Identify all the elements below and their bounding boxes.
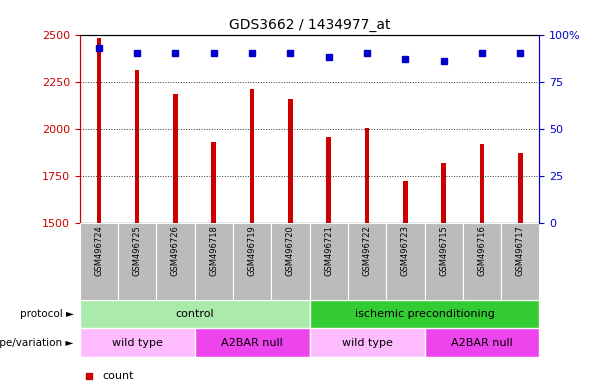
Text: GSM496725: GSM496725 bbox=[132, 225, 142, 276]
Text: GSM496726: GSM496726 bbox=[171, 225, 180, 276]
Text: GSM496723: GSM496723 bbox=[401, 225, 410, 276]
Text: GSM496721: GSM496721 bbox=[324, 225, 333, 276]
Bar bbox=[118, 223, 156, 300]
Bar bbox=[271, 223, 310, 300]
Bar bbox=[195, 328, 310, 357]
Bar bbox=[386, 223, 424, 300]
Bar bbox=[365, 128, 369, 223]
Text: genotype/variation ►: genotype/variation ► bbox=[0, 338, 74, 348]
Bar bbox=[97, 38, 101, 223]
Text: wild type: wild type bbox=[341, 338, 392, 348]
Bar bbox=[348, 223, 386, 300]
Text: GSM496717: GSM496717 bbox=[516, 225, 525, 276]
Bar bbox=[424, 223, 463, 300]
Text: GSM496716: GSM496716 bbox=[478, 225, 487, 276]
Bar bbox=[195, 223, 233, 300]
Title: GDS3662 / 1434977_at: GDS3662 / 1434977_at bbox=[229, 18, 390, 32]
Text: GSM496724: GSM496724 bbox=[94, 225, 104, 276]
Bar bbox=[463, 223, 501, 300]
Bar bbox=[441, 162, 446, 223]
Text: control: control bbox=[175, 309, 214, 319]
Bar bbox=[80, 328, 195, 357]
Text: A2BAR null: A2BAR null bbox=[221, 338, 283, 348]
Text: A2BAR null: A2BAR null bbox=[451, 338, 513, 348]
Bar bbox=[156, 223, 195, 300]
Bar bbox=[327, 137, 331, 223]
Bar bbox=[310, 300, 539, 328]
Bar bbox=[173, 94, 178, 223]
Bar bbox=[403, 181, 408, 223]
Text: GSM496720: GSM496720 bbox=[286, 225, 295, 276]
Bar bbox=[501, 223, 539, 300]
Bar bbox=[135, 70, 139, 223]
Bar bbox=[80, 223, 118, 300]
Text: GSM496715: GSM496715 bbox=[439, 225, 448, 276]
Text: wild type: wild type bbox=[112, 338, 162, 348]
Bar bbox=[310, 223, 348, 300]
Text: count: count bbox=[103, 371, 134, 381]
Text: GSM496718: GSM496718 bbox=[209, 225, 218, 276]
Bar bbox=[250, 89, 254, 223]
Text: GSM496722: GSM496722 bbox=[362, 225, 371, 276]
Text: GSM496719: GSM496719 bbox=[248, 225, 257, 276]
Bar bbox=[480, 144, 484, 223]
Bar bbox=[211, 142, 216, 223]
Bar bbox=[424, 328, 539, 357]
Text: protocol ►: protocol ► bbox=[20, 309, 74, 319]
Bar bbox=[80, 300, 310, 328]
Text: ischemic preconditioning: ischemic preconditioning bbox=[354, 309, 495, 319]
Bar bbox=[288, 99, 293, 223]
Bar bbox=[518, 153, 523, 223]
Bar bbox=[233, 223, 271, 300]
Bar bbox=[310, 328, 424, 357]
